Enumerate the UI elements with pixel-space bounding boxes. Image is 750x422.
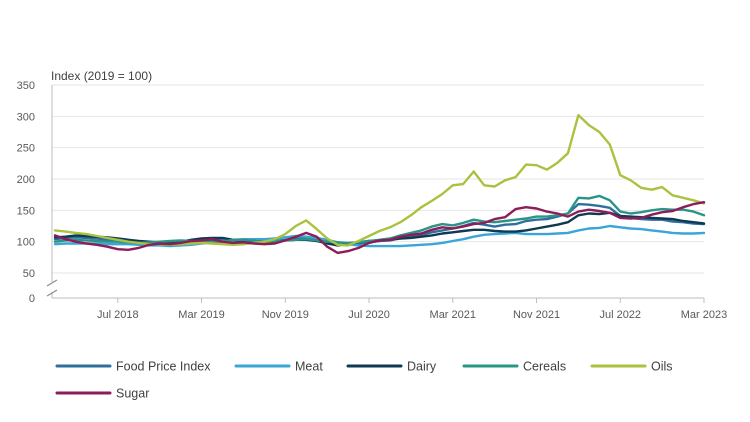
legend: Food Price Index Meat Dairy Cereals Oils Suga… (55, 360, 673, 401)
y-axis-unit-label: Index (2019 = 100) (51, 69, 152, 83)
x-tick-label: Mar 2019 (178, 309, 224, 321)
y-tick-label: 150 (17, 205, 35, 217)
x-axis: Jul 2018 Mar 2019 Nov 2019 Jul 2020 Mar 2021… (52, 297, 727, 321)
y-tick-label: 250 (17, 143, 35, 155)
y-tick-label: 50 (23, 268, 35, 280)
x-tick-label: Nov 2021 (513, 309, 560, 321)
legend-label: Dairy (407, 360, 437, 374)
x-tick-label: Jul 2022 (599, 309, 641, 321)
legend-item-cereals[interactable]: Cereals (462, 360, 566, 374)
axis-break-mark (46, 279, 58, 287)
legend-label: Food Price Index (116, 360, 211, 374)
x-tick-label: Mar 2021 (430, 309, 476, 321)
series-line-cereals (53, 194, 706, 245)
legend-label: Meat (295, 360, 323, 374)
axis-break-mark (46, 289, 58, 297)
y-tick-label: 350 (17, 80, 35, 92)
legend-item-meat[interactable]: Meat (234, 360, 323, 374)
legend-item-oils[interactable]: Oils (590, 360, 673, 374)
series-layer (53, 113, 706, 255)
y-tick-label: 200 (17, 174, 35, 186)
y-tick-label: 0 (29, 293, 35, 305)
x-tick-label: Jul 2018 (97, 309, 139, 321)
legend-item-sugar[interactable]: Sugar (55, 387, 149, 401)
legend-label: Sugar (116, 387, 149, 401)
legend-label: Oils (651, 360, 673, 374)
legend-item-food-price-index[interactable]: Food Price Index (55, 360, 211, 374)
legend-item-dairy[interactable]: Dairy (346, 360, 437, 374)
y-axis: 0 50 100 150 200 250 300 350 (17, 80, 58, 305)
series-line-sugar (53, 201, 706, 255)
legend-label: Cereals (523, 360, 566, 374)
y-tick-label: 300 (17, 111, 35, 123)
x-tick-label: Nov 2019 (262, 309, 309, 321)
x-tick-label: Jul 2020 (348, 309, 390, 321)
series-line-meat (53, 224, 706, 248)
y-tick-label: 100 (17, 237, 35, 249)
x-tick-label: Mar 2023 (681, 309, 727, 321)
